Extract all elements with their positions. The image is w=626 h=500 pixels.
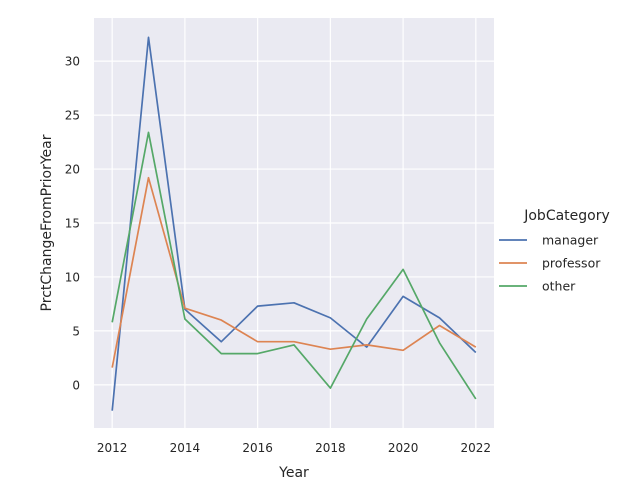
x-tick-labels: 2012 2014 2016 2018 2020 2022 xyxy=(97,441,491,455)
legend-label-manager: manager xyxy=(542,233,599,248)
x-axis-label: Year xyxy=(278,465,309,481)
y-tick-label: 30 xyxy=(65,55,80,69)
series-lines xyxy=(111,36,477,411)
y-tick-label: 10 xyxy=(65,270,80,284)
y-tick-label: 15 xyxy=(65,217,80,231)
x-tick-label: 2012 xyxy=(97,441,128,455)
series-line-other xyxy=(111,131,477,400)
series-line-professor xyxy=(111,176,477,368)
y-tick-labels: 0 5 10 15 20 25 30 xyxy=(65,55,80,393)
legend: JobCategory manager professor other xyxy=(499,208,610,294)
legend-label-other: other xyxy=(542,279,576,294)
series-line-manager xyxy=(111,36,477,411)
legend-label-professor: professor xyxy=(542,256,601,271)
y-tick-label: 20 xyxy=(65,163,80,177)
y-tick-label: 0 xyxy=(72,378,80,392)
x-tick-label: 2016 xyxy=(242,441,273,455)
x-tick-label: 2014 xyxy=(170,441,201,455)
grid xyxy=(94,18,494,428)
x-tick-label: 2020 xyxy=(388,441,419,455)
y-tick-label: 5 xyxy=(72,324,80,338)
x-tick-label: 2022 xyxy=(461,441,492,455)
legend-title: JobCategory xyxy=(523,208,610,224)
y-tick-label: 25 xyxy=(65,109,80,123)
y-axis-label: PrctChangeFromPriorYear xyxy=(39,134,55,311)
x-tick-label: 2018 xyxy=(315,441,346,455)
